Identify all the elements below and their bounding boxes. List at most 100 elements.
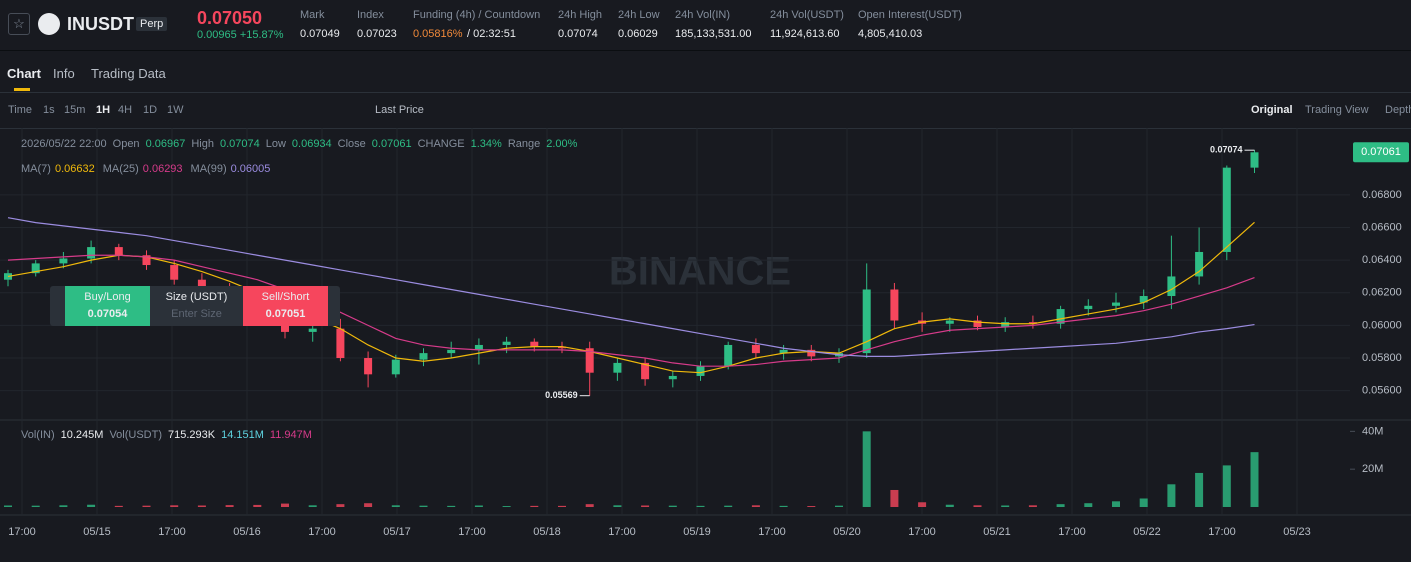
volume-bar <box>114 505 123 507</box>
candle-body <box>779 349 788 354</box>
candle-body <box>696 366 705 376</box>
volume-bar <box>142 505 151 507</box>
volume-bar <box>890 489 899 507</box>
candle-body <box>391 359 400 375</box>
symbol[interactable]: INUSDT <box>67 14 134 34</box>
price-tag-label: 0.07061 <box>1361 146 1401 158</box>
stat-label: Funding (4h) / Countdown <box>413 9 541 21</box>
volume-bar <box>253 504 262 507</box>
tab[interactable]: Info <box>53 66 75 81</box>
view[interactable]: Original <box>1251 104 1293 116</box>
info-text: 14.151M <box>221 429 264 441</box>
volume-bar <box>281 503 289 507</box>
ma-line <box>7 254 1255 367</box>
candle-body <box>751 344 760 354</box>
volume-bar <box>31 505 40 507</box>
x-tick-label: 05/17 <box>383 526 411 538</box>
candle-body <box>447 349 456 354</box>
volume-bar <box>1028 505 1037 507</box>
volume-bar <box>391 505 400 507</box>
volume-bar <box>419 505 428 507</box>
candle-body <box>1001 322 1010 328</box>
info-text: 10.245M <box>61 429 104 441</box>
ma-line <box>7 217 1255 357</box>
volume-bar <box>1056 504 1065 507</box>
x-tick-label: 17:00 <box>908 526 936 538</box>
candle-body <box>641 362 650 380</box>
interval[interactable]: 1H <box>96 104 111 116</box>
candle-body <box>308 328 317 332</box>
interval[interactable]: 1W <box>167 104 184 116</box>
candle-body <box>1195 251 1204 277</box>
x-tick-label: 05/20 <box>833 526 861 538</box>
x-tick-label: 17:00 <box>758 526 786 538</box>
candle-body <box>862 289 871 354</box>
interval[interactable]: 1D <box>143 104 158 116</box>
info-text: 11.947M <box>270 429 312 441</box>
x-tick-label: 05/23 <box>1283 526 1311 538</box>
volume-bar <box>835 505 843 507</box>
interval[interactable]: 4H <box>118 104 133 116</box>
buy-button[interactable]: Buy/Long 0.07054 <box>65 286 150 326</box>
info-text: Vol(USDT) <box>109 429 162 441</box>
y-tick-label: 0.05600 <box>1362 385 1402 397</box>
candle-body <box>87 247 96 259</box>
stat-value: 4,805,410.03 <box>858 28 923 40</box>
candle-body <box>1028 322 1037 324</box>
favorite[interactable]: ☆ <box>8 13 30 35</box>
candle-body <box>170 265 179 280</box>
candle-body <box>807 349 816 357</box>
candle-body <box>114 247 123 256</box>
volume-bar <box>1139 498 1148 507</box>
candle-body <box>59 258 68 264</box>
coin-icon <box>38 13 60 35</box>
price-tag <box>1353 142 1409 163</box>
tab[interactable]: Chart <box>7 66 41 81</box>
interval[interactable]: 1s <box>43 104 55 116</box>
view[interactable]: Trading View <box>1305 104 1369 116</box>
info-text: Close <box>338 138 366 150</box>
volume-bar <box>1001 505 1010 507</box>
volume-bar <box>779 505 788 507</box>
candle-body <box>502 341 511 345</box>
volume-bar <box>696 505 705 507</box>
stat-value: 0.07023 <box>357 28 397 40</box>
volume-bar <box>474 505 483 507</box>
volume-bar <box>336 504 345 507</box>
price-type[interactable]: Last Price <box>375 104 424 116</box>
info-text: 0.06632 <box>55 163 95 175</box>
sell-button[interactable]: Sell/Short 0.07051 <box>243 286 328 326</box>
volume-bar <box>530 505 539 507</box>
info-text: 0.06967 <box>146 138 186 150</box>
interval[interactable]: 15m <box>64 104 86 116</box>
view[interactable]: Depth <box>1385 104 1411 116</box>
info-text: 0.06005 <box>231 163 271 175</box>
tab[interactable]: Trading Data <box>91 66 166 81</box>
info-text: Range <box>508 138 540 150</box>
y-tick-label: 0.05800 <box>1362 352 1402 364</box>
candle-body <box>585 348 594 373</box>
info-text: MA(7) <box>21 163 51 175</box>
candle-body <box>142 255 151 266</box>
volume-bar <box>807 506 816 507</box>
chart: BINANCE 17:00 05/15 17:00 05/16 17:00 05/17 17… <box>0 128 1411 538</box>
stat-label: 24h Vol(USDT) <box>770 9 844 21</box>
candle-body <box>31 263 40 274</box>
info-text: 2026/05/22 22:00 <box>21 138 107 150</box>
x-tick-label: 17:00 <box>308 526 336 538</box>
candle-body <box>197 279 206 290</box>
volume-bar <box>558 505 566 507</box>
y-tick-label: 0.06800 <box>1362 189 1402 201</box>
interval[interactable]: Time <box>8 104 33 116</box>
size-hint: Enter Size <box>171 308 222 320</box>
size-input[interactable]: Size (USDT) Enter Size <box>150 286 243 326</box>
x-tick-label: 17:00 <box>8 526 36 538</box>
volume-bar <box>447 505 456 507</box>
low-label: 0.05569 <box>545 390 578 400</box>
info-text: Vol(IN) <box>21 429 55 441</box>
volume-bar <box>1112 501 1120 507</box>
x-tick-label: 17:00 <box>608 526 636 538</box>
stat-label: Mark <box>300 9 325 21</box>
volume-bar <box>197 505 206 507</box>
